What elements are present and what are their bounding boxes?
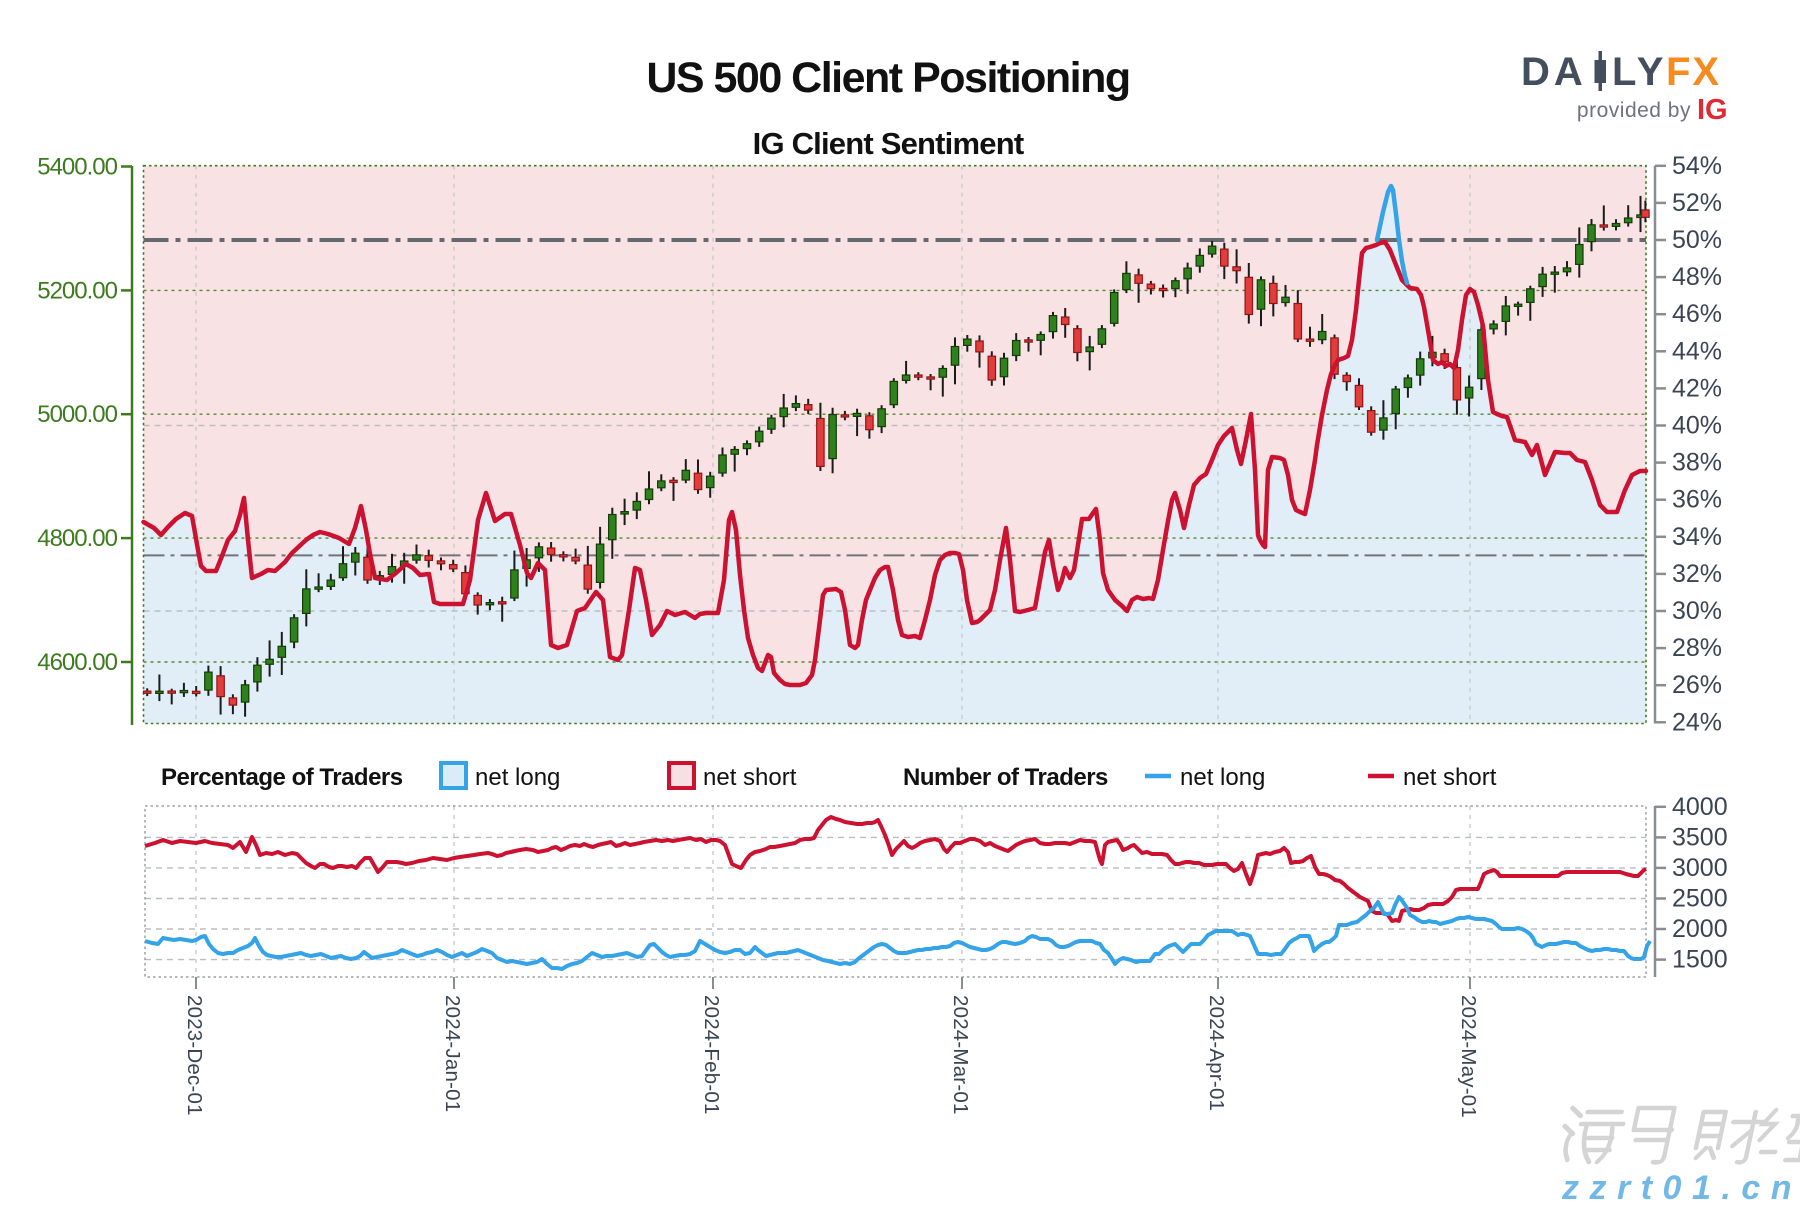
svg-text:52%: 52%: [1672, 189, 1722, 217]
svg-text:2024-May-01: 2024-May-01: [1457, 995, 1480, 1118]
svg-text:US 500 Client Positioning: US 500 Client Positioning: [646, 54, 1129, 102]
svg-text:3000: 3000: [1672, 854, 1728, 882]
svg-text:LY: LY: [1612, 50, 1667, 94]
svg-text:44%: 44%: [1672, 337, 1722, 365]
svg-text:4600.00: 4600.00: [37, 649, 117, 676]
svg-text:5400.00: 5400.00: [37, 154, 117, 181]
svg-text:46%: 46%: [1672, 300, 1722, 328]
svg-text:2024-Apr-01: 2024-Apr-01: [1205, 995, 1228, 1111]
svg-text:4000: 4000: [1672, 793, 1728, 821]
svg-text:24%: 24%: [1672, 708, 1722, 736]
svg-text:Number of Traders: Number of Traders: [903, 764, 1108, 791]
svg-text:36%: 36%: [1672, 486, 1722, 514]
svg-text:34%: 34%: [1672, 523, 1722, 551]
svg-text:net long: net long: [475, 764, 560, 791]
svg-text:DA: DA: [1521, 50, 1587, 94]
svg-text:4800.00: 4800.00: [37, 525, 117, 552]
svg-text:2024-Mar-01: 2024-Mar-01: [949, 995, 972, 1115]
svg-text:2024-Feb-01: 2024-Feb-01: [700, 995, 723, 1115]
svg-text:5000.00: 5000.00: [37, 401, 117, 428]
svg-text:IG Client Sentiment: IG Client Sentiment: [753, 126, 1024, 161]
svg-text:zzrt01.cn: zzrt01.cn: [1561, 1169, 1800, 1200]
svg-text:48%: 48%: [1672, 263, 1722, 291]
svg-text:54%: 54%: [1672, 152, 1722, 180]
svg-text:3500: 3500: [1672, 823, 1728, 851]
svg-text:50%: 50%: [1672, 226, 1722, 254]
svg-text:5200.00: 5200.00: [37, 277, 117, 304]
svg-text:2500: 2500: [1672, 885, 1728, 913]
svg-text:net short: net short: [1403, 764, 1497, 791]
svg-text:38%: 38%: [1672, 449, 1722, 477]
svg-text:1500: 1500: [1672, 946, 1728, 974]
svg-text:2000: 2000: [1672, 915, 1728, 943]
svg-text:provided by: provided by: [1577, 99, 1691, 122]
svg-text:42%: 42%: [1672, 374, 1722, 402]
svg-text:2024-Jan-01: 2024-Jan-01: [441, 995, 464, 1112]
svg-text:net long: net long: [1180, 764, 1265, 791]
svg-text:26%: 26%: [1672, 671, 1722, 699]
svg-text:32%: 32%: [1672, 560, 1722, 588]
svg-text:net short: net short: [703, 764, 797, 791]
svg-text:2023-Dec-01: 2023-Dec-01: [183, 995, 206, 1116]
svg-text:FX: FX: [1666, 50, 1721, 94]
svg-text:40%: 40%: [1672, 412, 1722, 440]
svg-text:IG: IG: [1697, 94, 1728, 126]
svg-text:28%: 28%: [1672, 634, 1722, 662]
svg-text:30%: 30%: [1672, 597, 1722, 625]
svg-text:Percentage of Traders: Percentage of Traders: [161, 764, 403, 791]
